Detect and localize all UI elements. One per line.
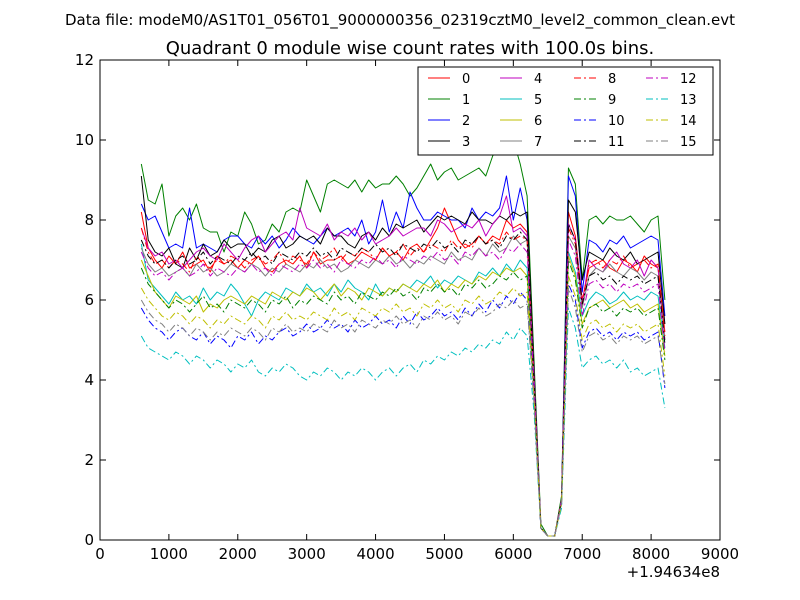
legend-label-4: 4: [534, 72, 542, 87]
y-tick-label: 8: [84, 211, 94, 229]
legend-label-3: 3: [462, 135, 470, 150]
series-line-1: [140, 139, 666, 537]
series-line-8: [140, 227, 666, 537]
x-offset-label: +1.94634e8: [627, 563, 720, 581]
legend-label-8: 8: [608, 72, 616, 87]
legend-label-0: 0: [462, 72, 470, 87]
legend-label-10: 10: [608, 114, 625, 129]
series-line-10: [140, 283, 666, 537]
series-line-3: [140, 175, 666, 537]
figure-suptitle: Data file: modeM0/AS1T01_056T01_90000003…: [65, 11, 735, 30]
x-tick-label: 0: [95, 545, 105, 563]
x-tick-label: 3000: [288, 545, 326, 563]
x-tick-label: 2000: [219, 545, 257, 563]
legend-label-13: 13: [680, 93, 697, 108]
legend-label-5: 5: [534, 93, 542, 108]
series-line-14: [140, 275, 666, 537]
legend-label-12: 12: [680, 72, 697, 87]
legend-box: [417, 66, 714, 156]
chart-title: Quadrant 0 module wise count rates with …: [166, 38, 655, 59]
legend-label-1: 1: [462, 93, 470, 108]
legend-label-6: 6: [534, 114, 542, 129]
x-tick-label: 1000: [150, 545, 188, 563]
series-layer: [140, 139, 666, 537]
y-tick-label: 0: [84, 531, 94, 549]
x-tick-label: 9000: [701, 545, 739, 563]
series-line-9: [140, 259, 666, 537]
legend-label-9: 9: [608, 93, 616, 108]
series-line-13: [140, 307, 666, 537]
series-line-2: [140, 175, 666, 537]
y-tick-label: 10: [75, 131, 94, 149]
legend-label-14: 14: [680, 114, 697, 129]
x-tick-label: 7000: [563, 545, 601, 563]
y-tick-label: 12: [75, 51, 94, 69]
x-tick-label: 5000: [425, 545, 463, 563]
series-line-15: [140, 287, 666, 537]
legend-label-2: 2: [462, 114, 470, 129]
x-axis: 0 1000 2000 3000 4000 5000 6000 7000 8000 9000: [95, 60, 739, 563]
y-tick-label: 2: [84, 451, 94, 469]
x-tick-label: 6000: [494, 545, 532, 563]
series-line-12: [140, 239, 666, 537]
y-tick-label: 6: [84, 291, 94, 309]
y-tick-label: 4: [84, 371, 94, 389]
legend-label-11: 11: [608, 135, 625, 150]
x-tick-label: 8000: [632, 545, 670, 563]
legend-label-15: 15: [680, 135, 697, 150]
legend-label-7: 7: [534, 135, 542, 150]
series-line-6: [140, 255, 666, 537]
x-tick-label: 4000: [356, 545, 394, 563]
plot-area: 0 1000 2000 3000 4000 5000 6000 7000 8000 9000 0 2…: [75, 51, 739, 563]
series-line-11: [140, 223, 666, 537]
